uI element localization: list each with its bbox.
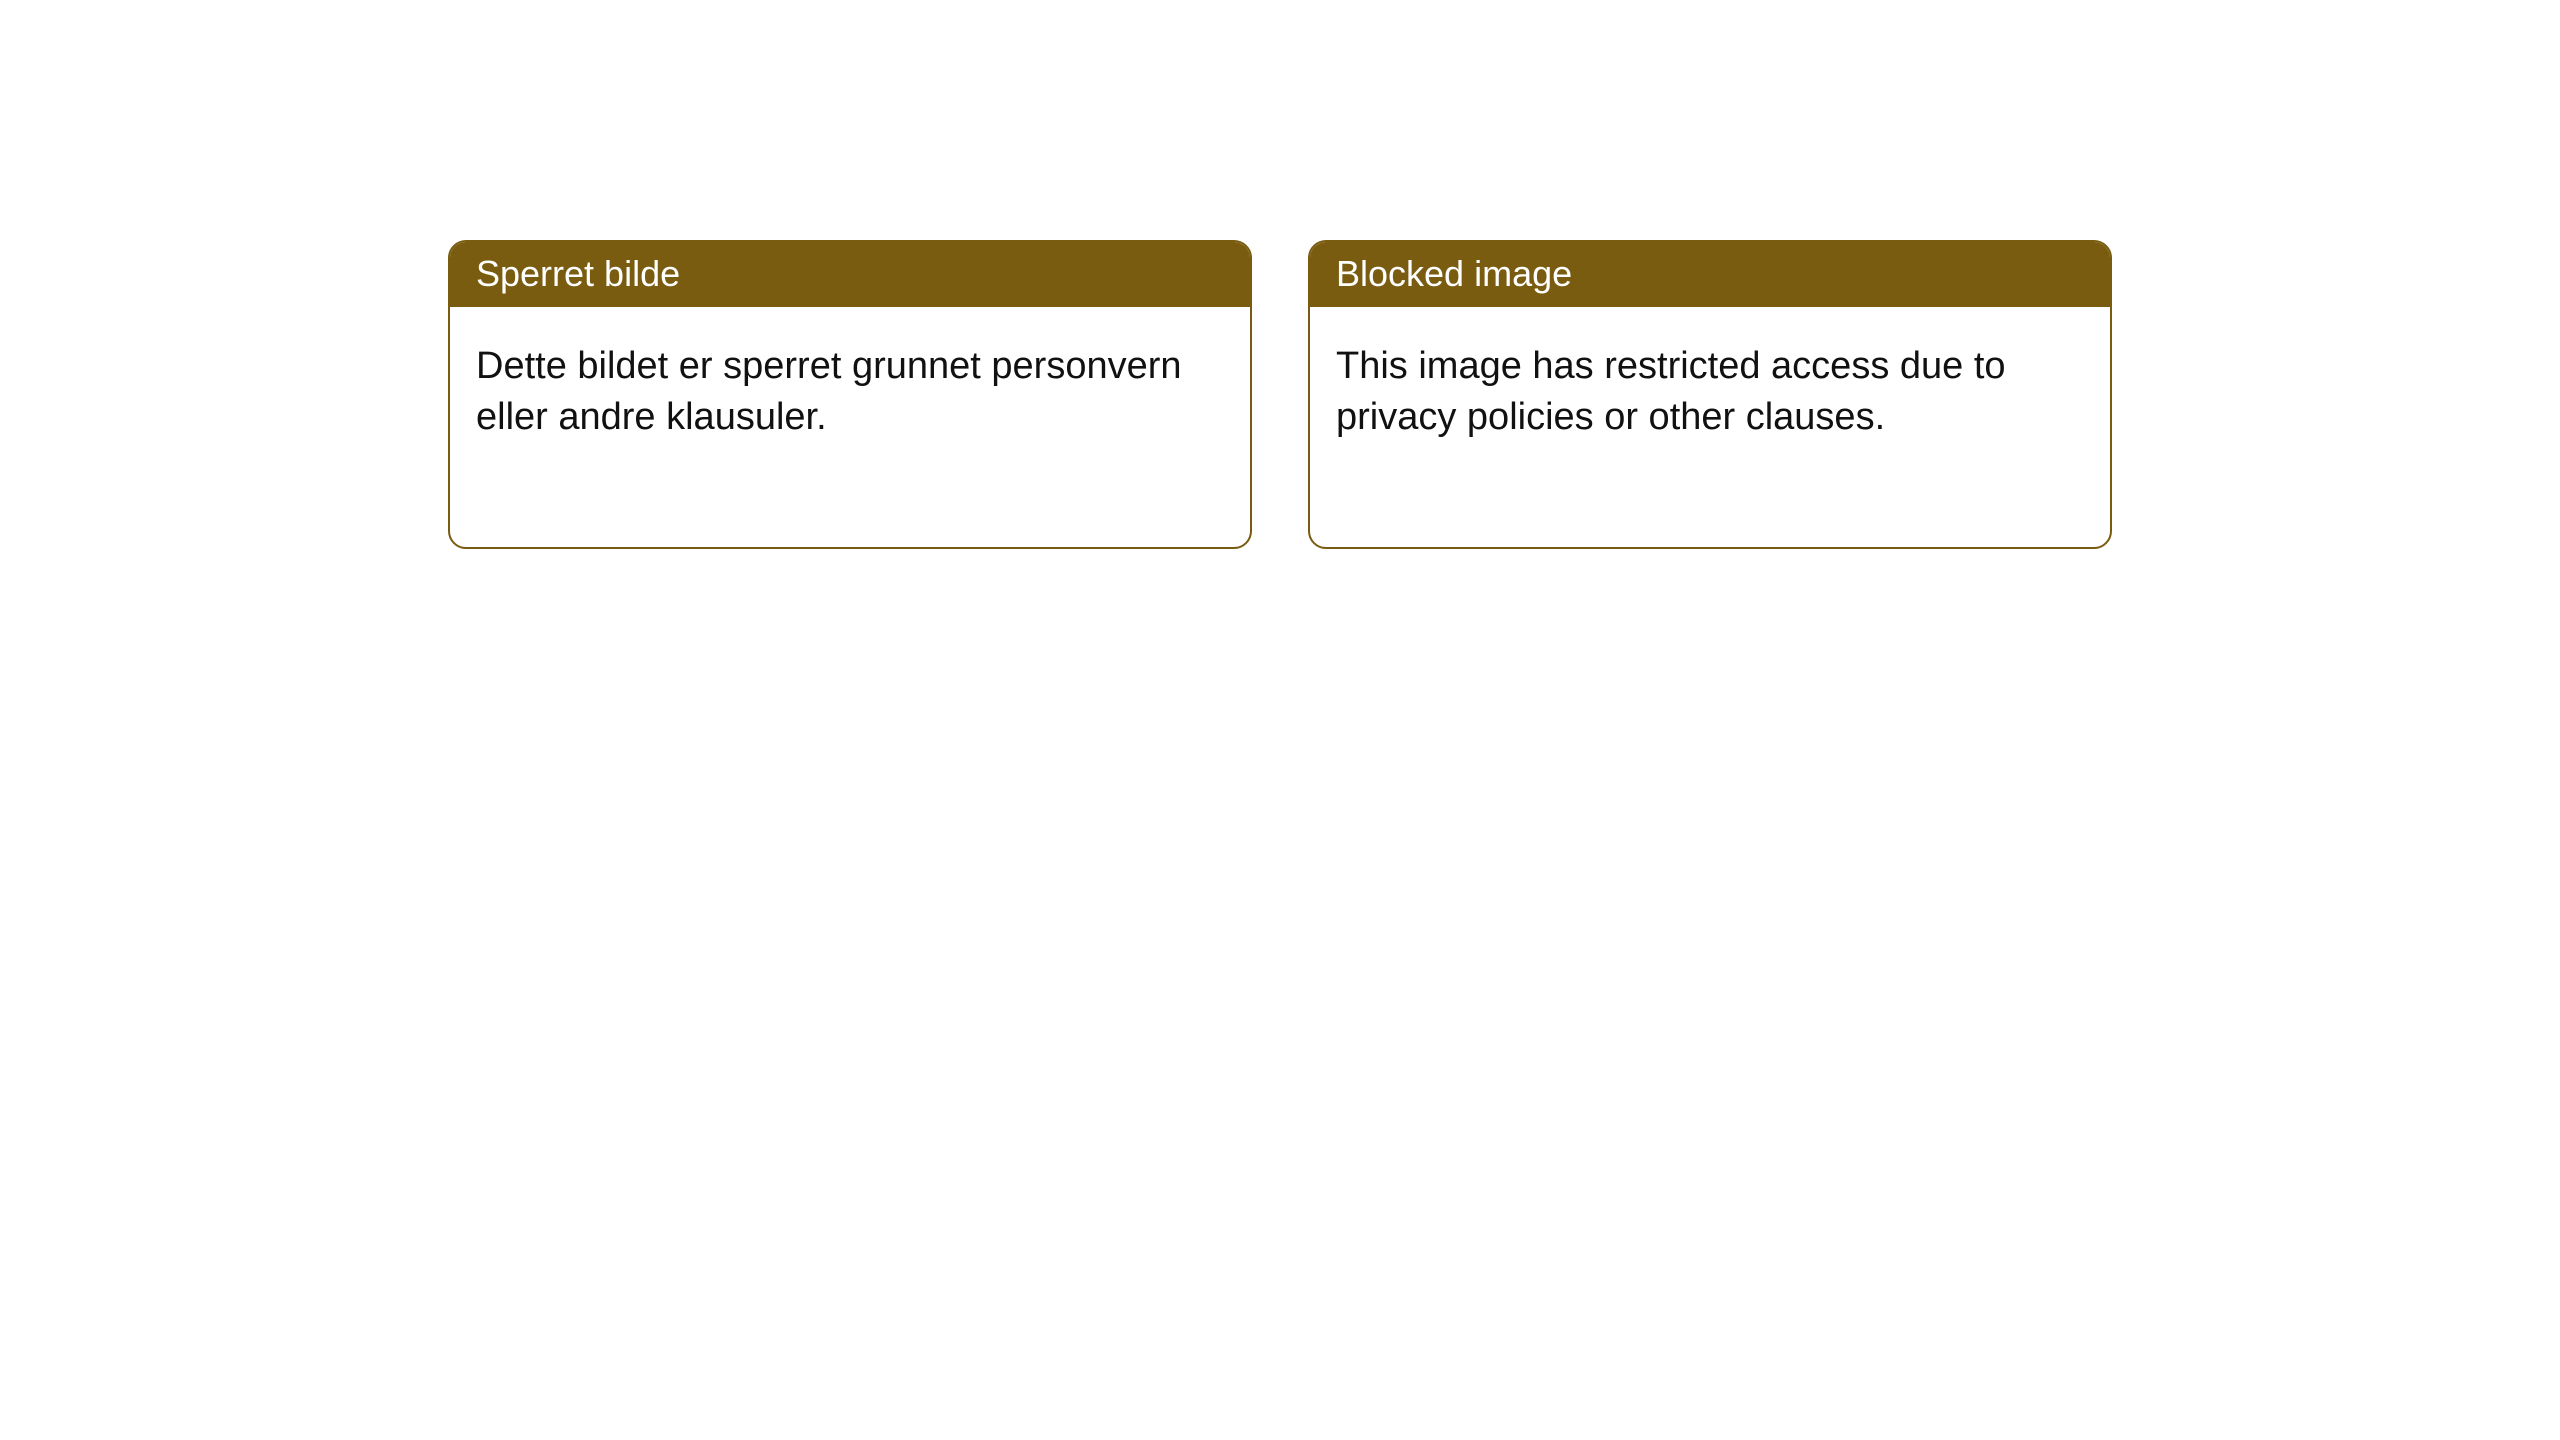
notice-box-en: Blocked image This image has restricted … bbox=[1308, 240, 2112, 549]
notice-container: Sperret bilde Dette bildet er sperret gr… bbox=[0, 0, 2560, 549]
notice-title-no: Sperret bilde bbox=[450, 242, 1250, 307]
notice-body-no: Dette bildet er sperret grunnet personve… bbox=[450, 307, 1250, 547]
notice-title-en: Blocked image bbox=[1310, 242, 2110, 307]
notice-body-en: This image has restricted access due to … bbox=[1310, 307, 2110, 547]
notice-box-no: Sperret bilde Dette bildet er sperret gr… bbox=[448, 240, 1252, 549]
